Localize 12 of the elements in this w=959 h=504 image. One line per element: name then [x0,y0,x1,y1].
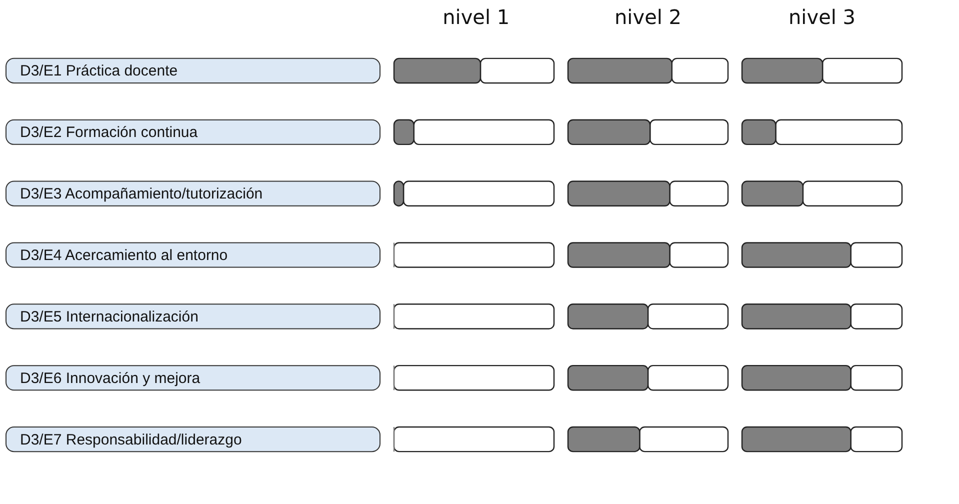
y-tick-label: D3/E3 Acompañamiento/tutorización [20,186,263,203]
bar [393,119,414,146]
chart-title: nivel 3 [788,5,856,29]
y-tick-label: D3/E7 Responsabilidad/liderazgo [20,431,242,448]
y-tick-label: D3/E6 Innovación y mejora [20,370,201,387]
bar [741,119,776,146]
y-tick-label: D3/E1 Práctica docente [20,62,178,80]
chart-title: nivel 1 [442,5,510,29]
chart-title: nivel 2 [614,5,682,29]
y-tick-label: D3/E2 Formación continua [20,124,198,142]
y-tick-label: D3/E4 Acercamiento al entorno [20,247,228,264]
y-tick-label: D3/E5 Internacionalización [20,308,198,326]
